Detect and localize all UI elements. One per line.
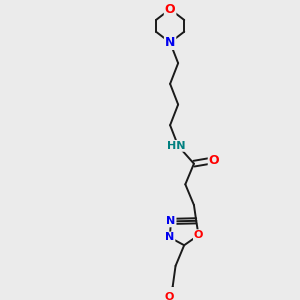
Text: O: O xyxy=(165,292,174,300)
Text: O: O xyxy=(209,154,219,167)
Text: O: O xyxy=(165,3,176,16)
Text: HN: HN xyxy=(167,141,186,151)
Text: N: N xyxy=(166,216,176,226)
Text: O: O xyxy=(194,230,203,240)
Text: N: N xyxy=(165,232,174,242)
Text: N: N xyxy=(165,36,175,49)
